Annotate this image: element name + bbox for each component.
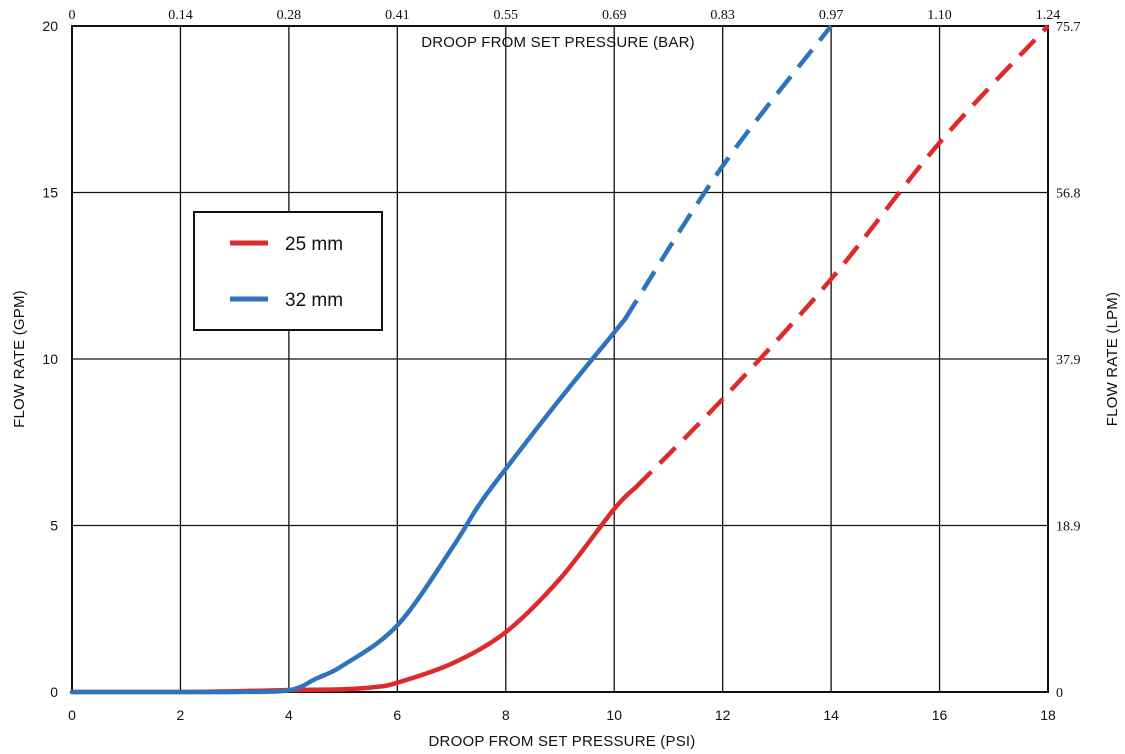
x2-tick-label: 0.83 xyxy=(710,8,735,23)
y2-tick-label: 56.8 xyxy=(1056,187,1081,202)
x-tick-label: 0 xyxy=(68,707,76,723)
x-tick-label: 6 xyxy=(393,707,401,723)
x-tick-labels: 0 2 4 6 8 10 12 14 16 18 xyxy=(68,707,1056,723)
x-tick-label: 12 xyxy=(715,707,731,723)
x2-tick-label: 0.55 xyxy=(494,8,519,23)
series-line-25mm-solid xyxy=(69,484,639,695)
legend-label-32mm: 32 mm xyxy=(285,290,343,311)
grid-lines xyxy=(71,25,1049,693)
legend-box xyxy=(193,211,383,331)
y-tick-label: 10 xyxy=(42,351,58,367)
x2-tick-label: 0.97 xyxy=(819,8,844,23)
series-line-32mm-solid xyxy=(69,316,628,695)
x2-tick-label: 1.10 xyxy=(927,8,952,23)
y2-axis-title: FLOW RATE (LPM) xyxy=(1104,292,1121,426)
x-tick-label: 8 xyxy=(502,707,510,723)
y-tick-label: 20 xyxy=(42,18,58,34)
x-axis-title: DROOP FROM SET PRESSURE (PSI) xyxy=(429,733,696,750)
x2-tick-label: 1.24 xyxy=(1036,8,1061,23)
x-tick-label: 16 xyxy=(932,707,948,723)
legend-label-25mm: 25 mm xyxy=(285,234,343,255)
legend: 25 mm 32 mm xyxy=(193,211,383,331)
y2-tick-label: 18.9 xyxy=(1056,520,1081,535)
x2-tick-label: 0 xyxy=(69,8,76,23)
y-tick-label: 15 xyxy=(42,185,58,201)
y2-tick-labels: 0 18.9 37.9 56.8 75.7 xyxy=(1056,20,1081,701)
y2-tick-label: 37.9 xyxy=(1056,353,1081,368)
x2-tick-labels: 0 0.14 0.28 0.41 0.55 0.69 0.83 0.97 1.10 1.24 xyxy=(69,8,1061,23)
series-line-32mm-dashed xyxy=(623,24,833,321)
series-line-25mm-dashed xyxy=(634,24,1050,489)
x2-tick-label: 0.69 xyxy=(602,8,627,23)
x-tick-label: 18 xyxy=(1040,707,1056,723)
x2-tick-label: 0.41 xyxy=(385,8,410,23)
y2-tick-label: 0 xyxy=(1056,686,1063,701)
x-tick-label: 2 xyxy=(177,707,185,723)
plot-frame xyxy=(71,25,1049,693)
y-tick-label: 0 xyxy=(50,684,58,700)
x2-axis-title: DROOP FROM SET PRESSURE (BAR) xyxy=(421,34,695,51)
y-tick-label: 5 xyxy=(50,518,58,534)
x-tick-label: 4 xyxy=(285,707,293,723)
x2-tick-label: 0.28 xyxy=(277,8,302,23)
series-layer xyxy=(69,24,1050,695)
x-tick-label: 14 xyxy=(823,707,839,723)
x-tick-label: 10 xyxy=(606,707,622,723)
y-tick-labels: 0 5 10 15 20 xyxy=(42,18,58,700)
x2-tick-label: 0.14 xyxy=(168,8,193,23)
y-axis-title: FLOW RATE (GPM) xyxy=(11,290,28,428)
y2-tick-label: 75.7 xyxy=(1056,20,1081,35)
